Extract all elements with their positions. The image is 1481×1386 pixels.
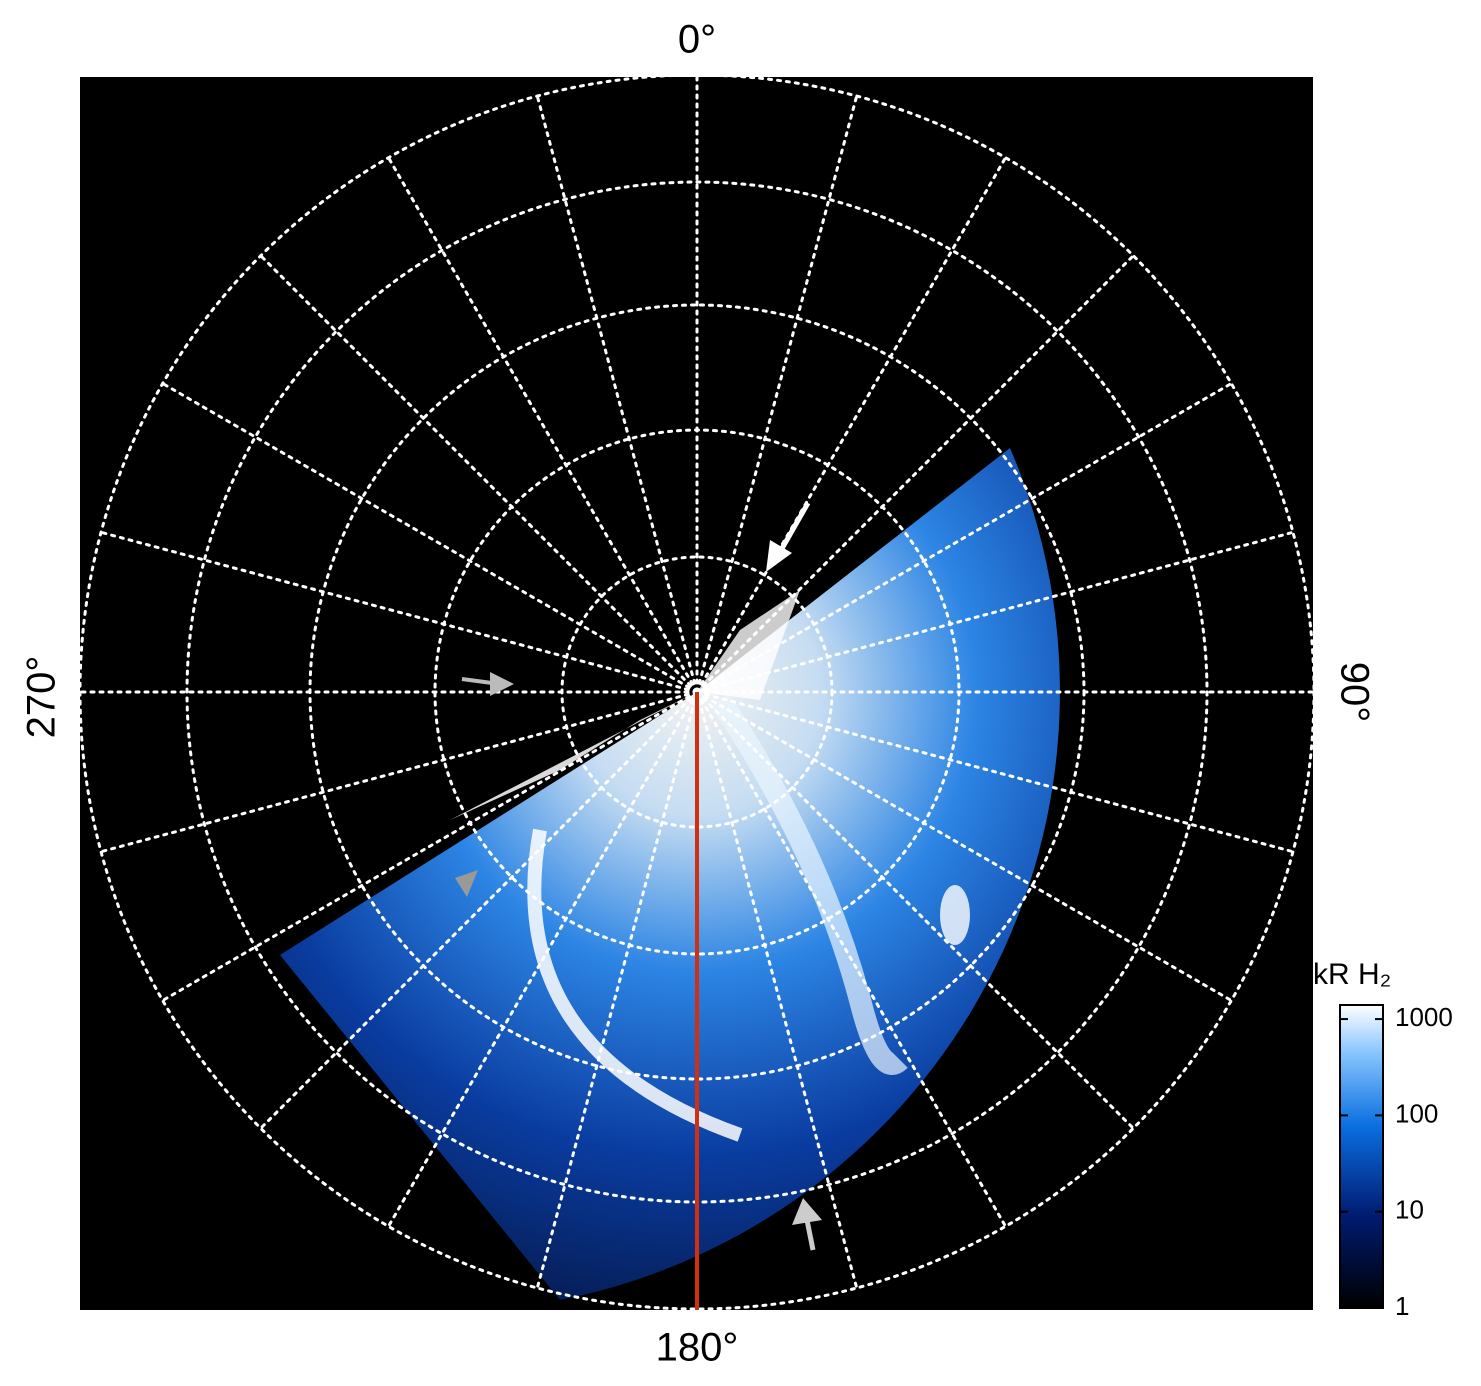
- grid-spoke: [387, 690, 699, 1228]
- grid-spoke: [695, 690, 1135, 1130]
- grid-spoke: [695, 690, 1233, 1002]
- colorbar-tick-label: 10: [1395, 1195, 1424, 1225]
- colorbar: [1339, 1004, 1384, 1309]
- label-right: 90°: [1332, 662, 1376, 723]
- grid-spoke: [695, 530, 1295, 694]
- colorbar-tick-label: 100: [1395, 1098, 1438, 1128]
- grid-spoke: [695, 690, 1007, 1228]
- colorbar-title: kR H₂: [1313, 958, 1391, 991]
- grid-spoke: [695, 156, 1007, 694]
- label-bottom: 180°: [656, 1326, 739, 1370]
- grid-spoke: [695, 690, 859, 1290]
- grid-spoke: [161, 690, 699, 1002]
- grid-spoke: [695, 94, 859, 694]
- grid-spoke: [99, 690, 699, 854]
- grid-spoke: [695, 254, 1135, 694]
- grid-spoke: [535, 690, 699, 1290]
- arrows: [455, 501, 822, 1251]
- grid-spoke: [387, 156, 699, 694]
- label-top: 0°: [678, 18, 716, 62]
- grid-spoke: [695, 382, 1233, 694]
- grid-spoke: [259, 254, 699, 694]
- colorbar-tick-label: 1000: [1395, 1002, 1453, 1032]
- grid-spoke: [535, 94, 699, 694]
- aurora: [280, 448, 1060, 1300]
- grid-spoke: [259, 690, 699, 1130]
- colorbar-tick-label: 1: [1395, 1291, 1409, 1321]
- grid-spoke: [161, 382, 699, 694]
- grid-spoke: [99, 530, 699, 694]
- grid-spoke: [695, 690, 1295, 854]
- label-left: 270°: [20, 656, 64, 739]
